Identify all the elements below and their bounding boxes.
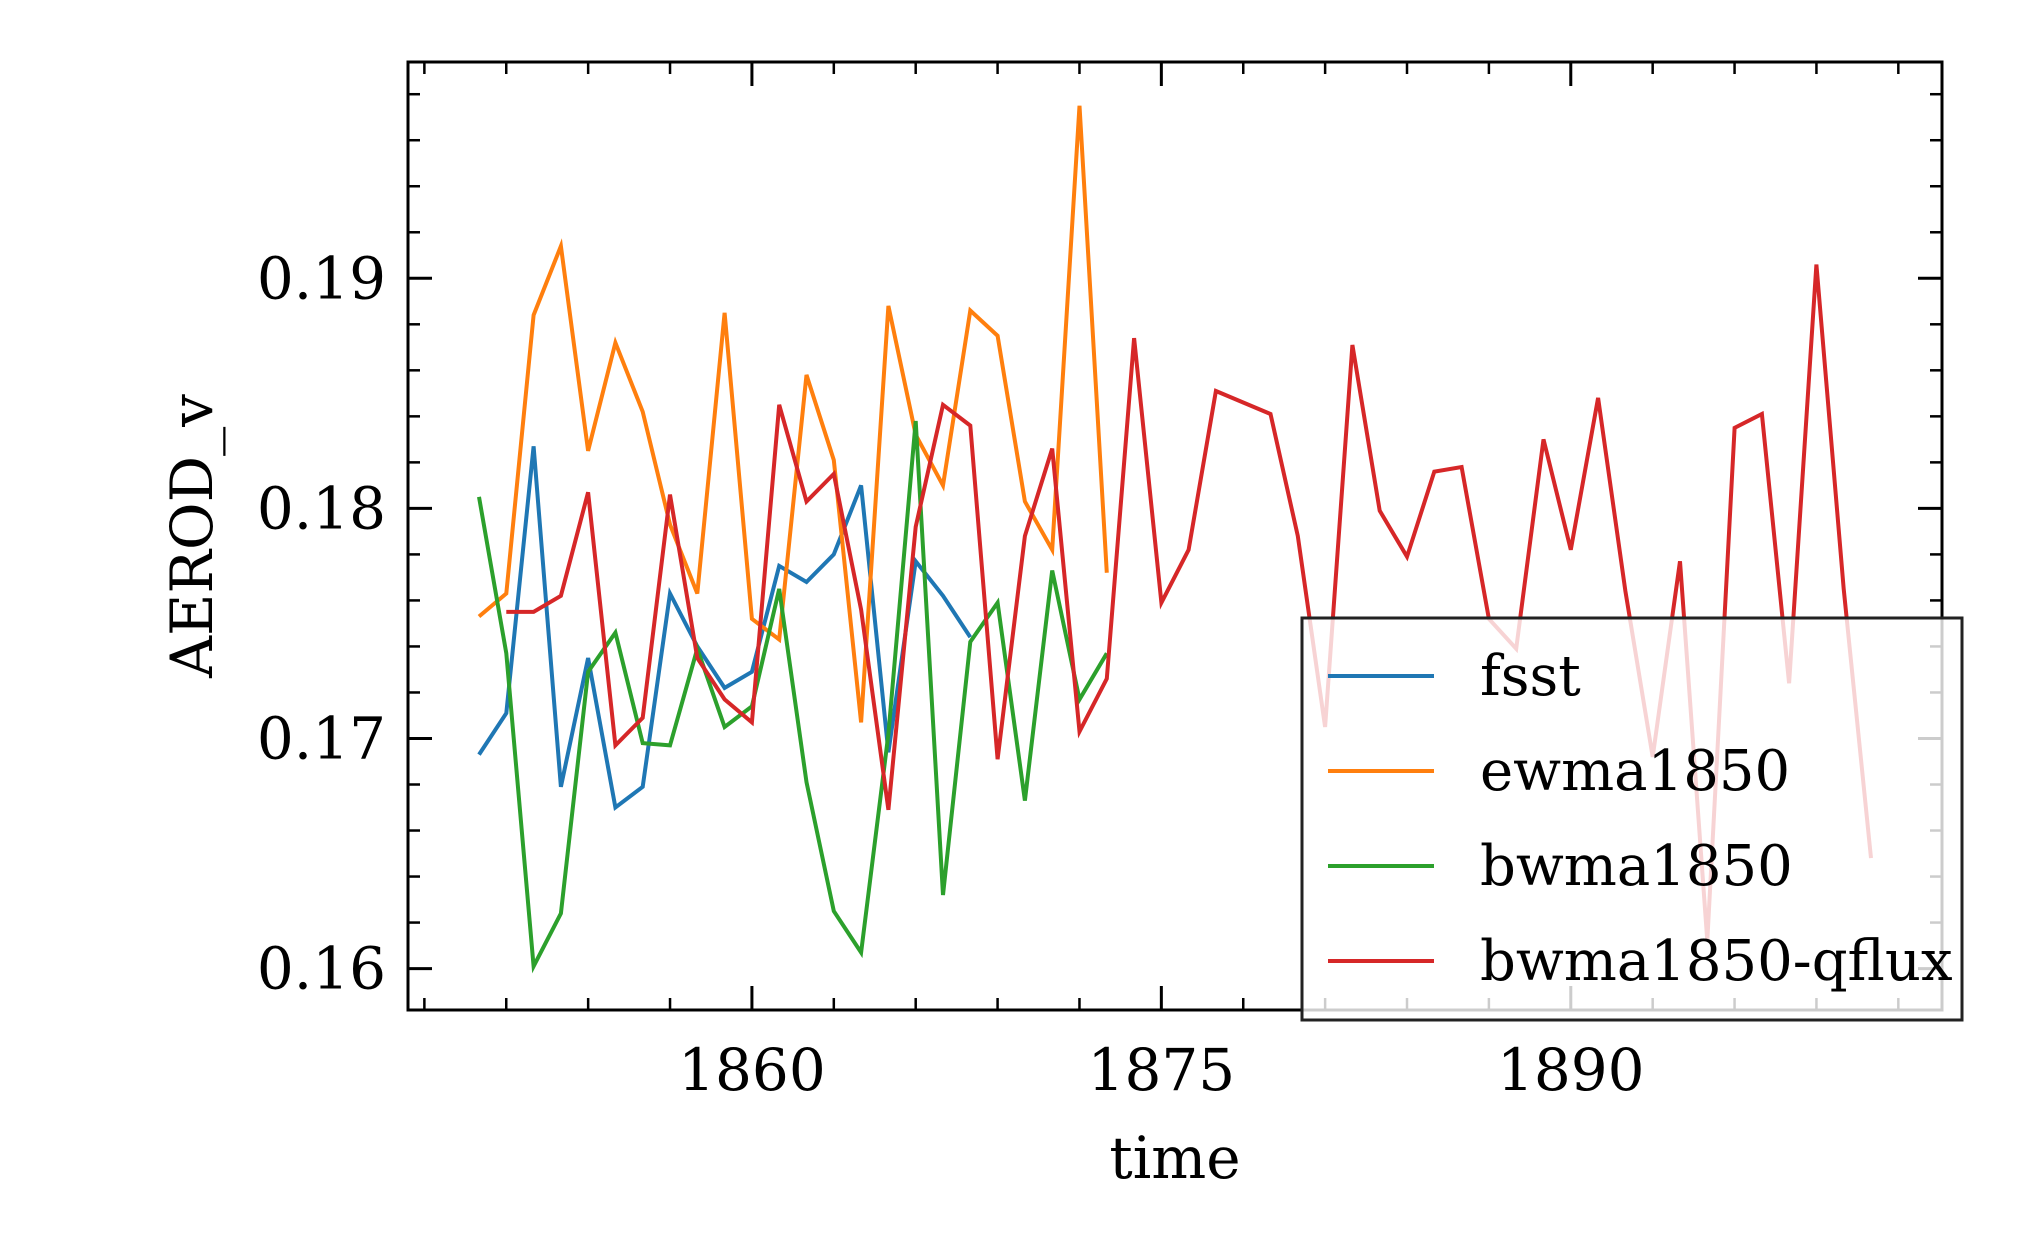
y-tick-label: 0.18 <box>257 474 386 542</box>
axes: 1860 1875 1890 0.16 0.17 0.18 0.19 <box>257 60 1944 1104</box>
plot-frame <box>406 60 1944 1012</box>
x-tick-label: 1875 <box>1088 1036 1236 1104</box>
y-tick-label: 0.19 <box>257 244 386 312</box>
legend-label: bwma1850 <box>1480 834 1793 899</box>
series-line-ewma1850 <box>477 105 1109 723</box>
y-tick-label: 0.16 <box>257 935 386 1003</box>
legend-label: fsst <box>1480 644 1581 709</box>
legend-box <box>1300 616 1964 1022</box>
legend-label: ewma1850 <box>1480 739 1790 804</box>
x-tick-label: 1860 <box>678 1036 826 1104</box>
legend: fsst ewma1850 bwma1850 bwma1850-qflux <box>1300 616 1964 1022</box>
y-tick-label: 0.17 <box>257 704 386 772</box>
x-tick-label: 1890 <box>1497 1036 1645 1104</box>
x-axis-label: time <box>1109 1124 1240 1192</box>
series-line-bwma1850 <box>477 420 1109 974</box>
y-axis-label: AEROD_v <box>158 394 226 679</box>
legend-label: bwma1850-qflux <box>1480 929 1953 994</box>
series-line-fsst <box>477 446 972 812</box>
